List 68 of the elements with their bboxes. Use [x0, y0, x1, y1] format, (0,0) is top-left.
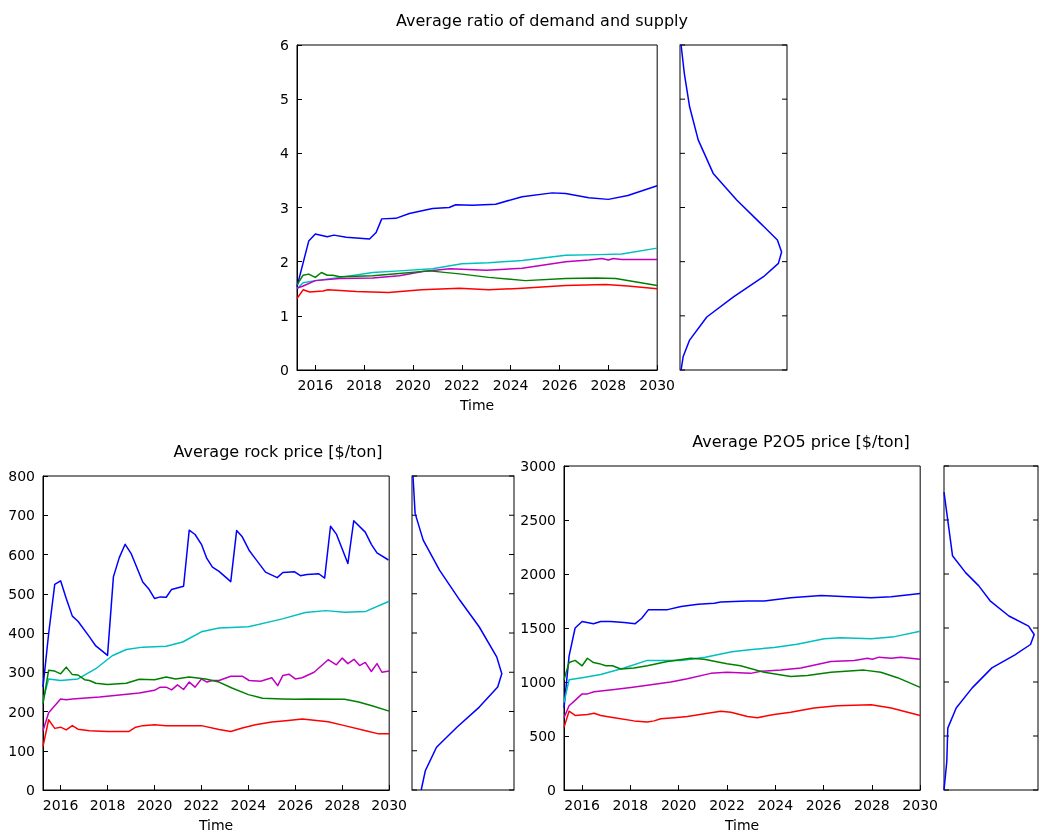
- line-series: [296, 247, 658, 290]
- chart-title: Average ratio of demand and supply: [396, 11, 688, 30]
- x-tick-label: 2024: [230, 797, 267, 813]
- x-tick-label: 2022: [183, 797, 220, 813]
- x-tick-label: 2030: [902, 797, 939, 813]
- y-tick-label: 1: [280, 307, 289, 324]
- y-tick-label: 6: [280, 37, 290, 53]
- chart-title: Average P2O5 price [$/ton]: [692, 432, 910, 451]
- line-series: [563, 630, 921, 704]
- y-tick-label: 100: [8, 742, 35, 759]
- x-tick-label: 2030: [371, 797, 408, 813]
- y-tick-label: 1500: [520, 620, 556, 636]
- x-tick-label: 2016: [564, 797, 601, 813]
- x-tick-label: 2020: [136, 797, 173, 813]
- line-series: [563, 703, 921, 729]
- x-tick-label: 2030: [639, 377, 676, 393]
- x-axis-title: Time: [197, 817, 234, 832]
- y-tick-label: 400: [8, 625, 35, 641]
- x-tick-label: 2026: [805, 797, 842, 813]
- y-tick-label: 2000: [520, 566, 556, 582]
- line-series: [42, 657, 390, 732]
- y-tick-label: 500: [529, 728, 556, 744]
- y-tick-label: 4: [280, 145, 290, 162]
- x-tick-label: 2024: [757, 797, 794, 813]
- y-tick-label: 700: [8, 507, 35, 524]
- line-series: [296, 283, 658, 300]
- x-tick-label: 2020: [660, 797, 697, 813]
- line-series: [563, 656, 921, 719]
- x-tick-label: 2018: [346, 377, 382, 393]
- y-tick-label: 0: [547, 782, 556, 798]
- x-tick-label: 2022: [444, 377, 480, 393]
- line-series: [563, 592, 921, 709]
- x-tick-label: 2024: [492, 377, 529, 393]
- x-tick-label: 2028: [590, 377, 627, 393]
- x-tick-label: 2018: [89, 797, 126, 813]
- x-axis-title: Time: [723, 817, 760, 832]
- x-tick-label: 2022: [709, 797, 745, 813]
- y-tick-label: 300: [8, 664, 35, 681]
- chart-title: Average rock price [$/ton]: [173, 442, 383, 461]
- x-tick-label: 2028: [324, 797, 361, 813]
- x-tick-label: 2026: [277, 797, 314, 813]
- x-tick-label: 2018: [612, 797, 649, 813]
- y-tick-label: 3: [280, 199, 289, 216]
- line-series: [42, 666, 390, 712]
- x-axis-title: Time: [458, 397, 495, 413]
- x-tick-label: 2020: [395, 377, 431, 393]
- y-tick-label: 5: [280, 91, 289, 108]
- line-series: [42, 600, 390, 702]
- x-tick-label: 2026: [541, 377, 578, 393]
- y-tick-label: 800: [8, 468, 35, 484]
- x-tick-label: 2016: [42, 797, 79, 813]
- y-tick-label: 3000: [520, 458, 556, 474]
- line-series: [296, 185, 658, 288]
- y-tick-label: 0: [26, 782, 35, 798]
- x-tick-label: 2028: [854, 797, 890, 813]
- y-tick-label: 2: [280, 253, 289, 270]
- y-tick-label: 0: [280, 362, 289, 378]
- line-series: [563, 657, 921, 689]
- line-series: [42, 520, 390, 688]
- y-tick-label: 500: [8, 585, 35, 602]
- y-tick-label: 600: [8, 546, 35, 563]
- line-series: [296, 270, 658, 287]
- line-series: [296, 257, 658, 289]
- x-tick-label: 2016: [297, 377, 334, 393]
- y-tick-label: 1000: [520, 674, 556, 690]
- y-tick-label: 200: [8, 703, 35, 720]
- line-series: [42, 718, 390, 748]
- y-tick-label: 2500: [520, 512, 556, 528]
